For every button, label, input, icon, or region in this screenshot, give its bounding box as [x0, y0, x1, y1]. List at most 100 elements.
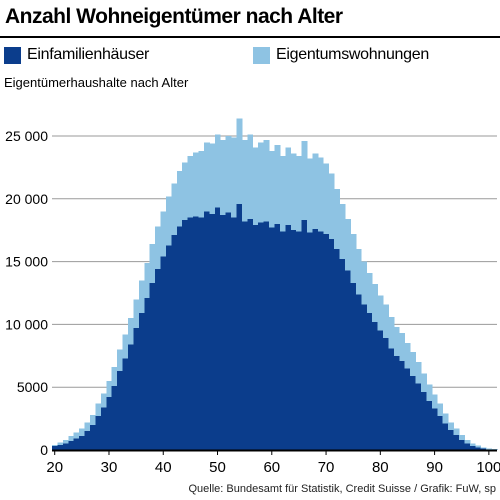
bar-einfamilienhaeuser [241, 221, 248, 450]
bar-eigentumswohnungen [89, 414, 96, 425]
bar-eigentumswohnungen [68, 436, 75, 442]
bar-einfamilienhaeuser [393, 355, 400, 450]
bar-eigentumswohnungen [84, 422, 91, 432]
bar-eigentumswohnungen [404, 343, 411, 369]
bar-eigentumswohnungen [475, 445, 482, 448]
bar-einfamilienhaeuser [231, 217, 237, 450]
bar-einfamilienhaeuser [459, 439, 465, 450]
bar-einfamilienhaeuser [480, 448, 487, 450]
bar-einfamilienhaeuser [57, 444, 64, 450]
bar-einfamilienhaeuser [52, 446, 58, 450]
bar-einfamilienhaeuser [350, 282, 357, 450]
x-tick-label: 80 [372, 459, 389, 476]
bar-einfamilienhaeuser [404, 368, 411, 450]
bar-eigentumswohnungen [421, 373, 427, 393]
bar-eigentumswohnungen [214, 134, 221, 208]
bar-einfamilienhaeuser [171, 235, 178, 450]
bar-eigentumswohnungen [312, 153, 319, 229]
bar-eigentumswohnungen [133, 299, 140, 329]
bar-einfamilienhaeuser [122, 358, 129, 450]
bar-einfamilienhaeuser [334, 249, 341, 450]
bar-eigentumswohnungen [383, 304, 389, 339]
bar-eigentumswohnungen [301, 141, 308, 221]
bar-einfamilienhaeuser [176, 226, 183, 450]
bar-eigentumswohnungen [339, 203, 346, 260]
bar-eigentumswohnungen [431, 394, 438, 409]
bar-eigentumswohnungen [73, 432, 80, 439]
bar-einfamilienhaeuser [312, 228, 319, 450]
legend-item-eigentumswohnungen: Eigentumswohnungen [253, 46, 429, 64]
bar-eigentumswohnungen [258, 142, 265, 223]
bar-eigentumswohnungen [334, 188, 341, 250]
bars [52, 118, 498, 450]
bar-einfamilienhaeuser [296, 231, 303, 450]
bar-einfamilienhaeuser [279, 231, 286, 450]
bar-eigentumswohnungen [106, 380, 113, 398]
bar-eigentumswohnungen [203, 142, 210, 212]
bar-einfamilienhaeuser [323, 233, 330, 450]
bar-einfamilienhaeuser [198, 217, 205, 450]
bar-eigentumswohnungen [155, 226, 161, 270]
bar-einfamilienhaeuser [138, 313, 145, 450]
bar-eigentumswohnungen [366, 272, 373, 314]
bar-einfamilienhaeuser [62, 443, 69, 450]
x-tick-label: 40 [155, 459, 172, 476]
bar-einfamilienhaeuser [160, 256, 167, 450]
bar-einfamilienhaeuser [431, 408, 438, 450]
bar-eigentumswohnungen [57, 442, 64, 445]
bar-eigentumswohnungen [399, 333, 406, 361]
bar-einfamilienhaeuser [79, 436, 85, 450]
bar-einfamilienhaeuser [426, 401, 433, 450]
bar-eigentumswohnungen [437, 403, 444, 417]
bar-eigentumswohnungen [410, 352, 416, 376]
bar-einfamilienhaeuser [383, 338, 389, 450]
bar-eigentumswohnungen [323, 163, 330, 234]
bar-einfamilienhaeuser [372, 321, 379, 450]
bar-einfamilienhaeuser [453, 434, 460, 450]
bar-einfamilienhaeuser [307, 232, 313, 450]
bar-eigentumswohnungen [231, 137, 237, 218]
bar-einfamilienhaeuser [377, 330, 384, 450]
x-tick-label: 20 [46, 459, 63, 476]
bar-einfamilienhaeuser [328, 238, 335, 450]
bar-einfamilienhaeuser [133, 328, 140, 450]
bar-einfamilienhaeuser [214, 207, 221, 450]
bar-einfamilienhaeuser [388, 348, 395, 450]
bar-einfamilienhaeuser [193, 216, 199, 450]
bar-eigentumswohnungen [486, 448, 492, 450]
bar-einfamilienhaeuser [464, 443, 471, 450]
bar-eigentumswohnungen [393, 326, 400, 356]
bar-eigentumswohnungen [122, 334, 129, 359]
y-tick-label: 0 [40, 442, 48, 458]
bar-eigentumswohnungen [350, 233, 357, 283]
bar-einfamilienhaeuser [236, 203, 243, 450]
y-tick-label: 15 000 [5, 254, 48, 270]
bar-einfamilienhaeuser [247, 218, 254, 450]
bar-eigentumswohnungen [274, 144, 281, 224]
bar-eigentumswohnungen [187, 156, 194, 218]
bar-einfamilienhaeuser [149, 282, 156, 450]
bar-eigentumswohnungen [127, 318, 134, 345]
bar-einfamilienhaeuser [220, 215, 227, 450]
bar-eigentumswohnungen [453, 428, 460, 435]
y-tick-label: 5000 [17, 379, 48, 395]
bar-einfamilienhaeuser [106, 397, 113, 450]
bar-einfamilienhaeuser [117, 370, 123, 450]
bar-einfamilienhaeuser [475, 447, 482, 450]
bar-einfamilienhaeuser [399, 360, 406, 450]
y-axis-title: Eigentümerhaushalte nach Alter [4, 75, 189, 90]
bar-einfamilienhaeuser [225, 212, 232, 450]
bar-eigentumswohnungen [307, 158, 313, 233]
bar-eigentumswohnungen [328, 173, 335, 239]
bar-einfamilienhaeuser [269, 227, 275, 450]
bar-eigentumswohnungen [355, 249, 362, 295]
bar-einfamilienhaeuser [274, 223, 281, 450]
legend-label-eigentumswohnungen: Eigentumswohnungen [276, 46, 429, 63]
bar-eigentumswohnungen [198, 151, 205, 218]
bar-einfamilienhaeuser [290, 230, 297, 450]
bar-eigentumswohnungen [62, 439, 69, 444]
bar-einfamilienhaeuser [73, 438, 80, 450]
bar-einfamilienhaeuser [127, 344, 134, 450]
bar-eigentumswohnungen [95, 403, 102, 417]
